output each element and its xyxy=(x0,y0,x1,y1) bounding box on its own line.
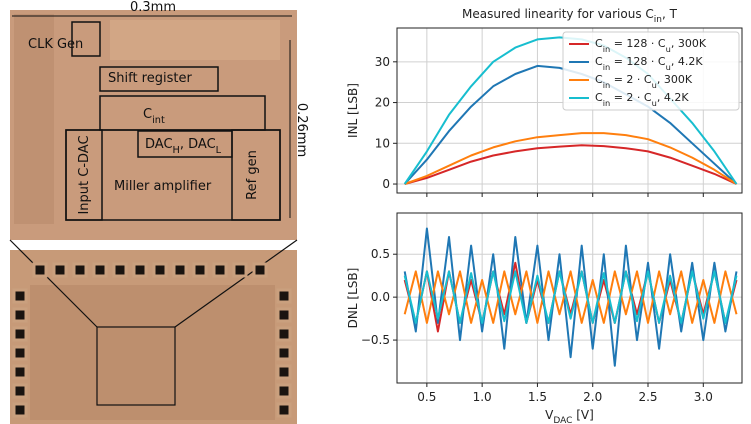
x-tick-label: 3.0 xyxy=(694,390,713,404)
y-tick-label: 30 xyxy=(375,54,390,68)
block-label: DACH, DACL xyxy=(145,137,222,156)
legend-label: Cin = 128 · Cu, 4.2K xyxy=(595,55,703,72)
pad xyxy=(52,262,68,278)
x-tick-label: 1.5 xyxy=(528,390,547,404)
block-label: Input C-DAC xyxy=(77,135,92,214)
block-outline xyxy=(99,66,219,92)
pad xyxy=(276,307,292,323)
pad xyxy=(12,307,28,323)
block-outline xyxy=(71,21,101,57)
axes-frame xyxy=(396,212,743,384)
pad xyxy=(276,402,292,418)
pad xyxy=(192,262,208,278)
x-tick-label: 2.5 xyxy=(638,390,657,404)
pad xyxy=(172,262,188,278)
series-line xyxy=(403,270,738,324)
y-tick-label: −0.5 xyxy=(361,333,390,347)
pad xyxy=(72,262,88,278)
pad xyxy=(276,288,292,304)
x-tick-label: 2.0 xyxy=(583,390,602,404)
legend-label: Cin = 2 · Cu, 300K xyxy=(595,73,693,90)
y-tick-label: 20 xyxy=(375,95,390,109)
die-texture xyxy=(110,20,280,60)
x-axis-label: VDAC [V] xyxy=(545,408,594,424)
block-label: Cint xyxy=(143,107,165,126)
height-label: 0.26mm xyxy=(295,103,310,157)
pad xyxy=(152,262,168,278)
x-tick-label: 0.5 xyxy=(417,390,436,404)
y-axis-label: INL [LSB] xyxy=(346,83,360,138)
pad xyxy=(276,383,292,399)
y-tick-label: 0.5 xyxy=(371,247,390,261)
block-label: Miller amplifier xyxy=(114,179,212,194)
block-label: Ref gen xyxy=(245,150,260,200)
pad xyxy=(12,326,28,342)
block-label: Shift register xyxy=(108,71,192,86)
zoom-box xyxy=(96,326,176,406)
width-label: 0.3mm xyxy=(130,0,176,15)
legend-box xyxy=(562,31,740,111)
block-outline xyxy=(231,129,281,221)
pad xyxy=(12,364,28,380)
micrograph: 0.3mm 0.26mm CLK Gen Shift register Cint DA… xyxy=(9,0,310,424)
pad xyxy=(112,262,128,278)
axes-frame xyxy=(396,27,743,194)
pad xyxy=(32,262,48,278)
legend-label: Cin = 128 · Cu, 300K xyxy=(595,37,707,54)
pad xyxy=(276,364,292,380)
series-line xyxy=(404,132,738,185)
zoom-line xyxy=(174,239,298,328)
block-label: CLK Gen xyxy=(28,37,83,52)
y-tick-label: 0.0 xyxy=(371,290,390,304)
pad xyxy=(212,262,228,278)
zoom-line xyxy=(9,239,98,328)
series-line xyxy=(403,270,738,324)
pad xyxy=(12,288,28,304)
pad xyxy=(132,262,148,278)
series-line xyxy=(404,144,737,185)
series-line xyxy=(403,227,738,367)
pad xyxy=(12,383,28,399)
pad xyxy=(12,345,28,361)
pad xyxy=(12,402,28,418)
x-tick-label: 1.0 xyxy=(473,390,492,404)
y-axis-label: DNL [LSB] xyxy=(346,268,360,329)
pad xyxy=(276,326,292,342)
die-texture xyxy=(14,14,54,224)
block-outline xyxy=(65,129,103,221)
chart-title: Measured linearity for various Cin, T xyxy=(462,7,678,25)
y-tick-label: 0 xyxy=(382,177,390,191)
die-core xyxy=(30,285,275,420)
pad xyxy=(276,345,292,361)
pad xyxy=(252,262,268,278)
pad xyxy=(232,262,248,278)
y-tick-label: 10 xyxy=(375,136,390,150)
legend-label: Cin = 2 · Cu, 4.2K xyxy=(595,91,689,108)
pad xyxy=(92,262,108,278)
